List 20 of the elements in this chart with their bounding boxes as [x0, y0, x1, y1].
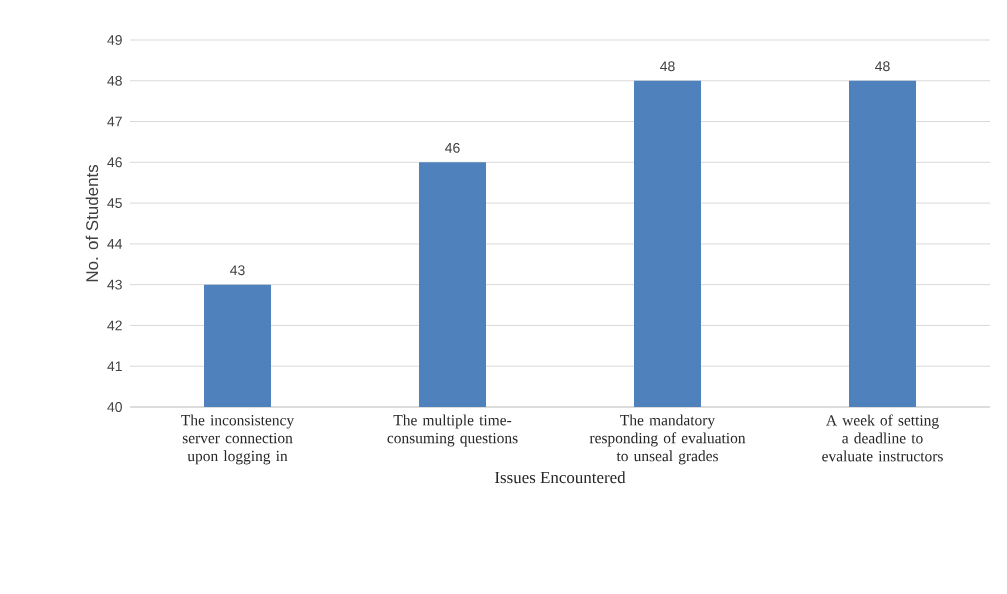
data-label: 46: [445, 142, 460, 153]
y-tick-label: 45: [107, 198, 122, 208]
y-tick-label: 40: [107, 402, 122, 412]
y-tick-label: 43: [107, 279, 122, 290]
x-tick-label: The mandatory responding of evaluation to unseal grades: [589, 414, 746, 465]
data-label: 48: [660, 61, 675, 72]
y-tick-label: 42: [107, 320, 122, 331]
x-tick-label: A week of setting a deadline to evaluate instructors: [822, 414, 943, 462]
y-tick-label: 47: [107, 116, 122, 127]
y-axis-title: No. of Students: [85, 164, 99, 282]
y-tick-label: 49: [107, 35, 122, 45]
x-tick-label: The inconsistency server connection upon logging in: [181, 414, 295, 465]
y-tick-label: 44: [107, 239, 123, 249]
data-label: 43: [230, 265, 245, 276]
x-axis-title: Issues Encountered: [495, 471, 626, 484]
y-tick-label: 41: [107, 361, 122, 372]
x-tick-label: The multiple time-consuming questions: [387, 414, 518, 447]
y-tick-label: 46: [107, 157, 122, 168]
data-label: 48: [875, 61, 890, 72]
y-tick-label: 48: [107, 75, 122, 86]
